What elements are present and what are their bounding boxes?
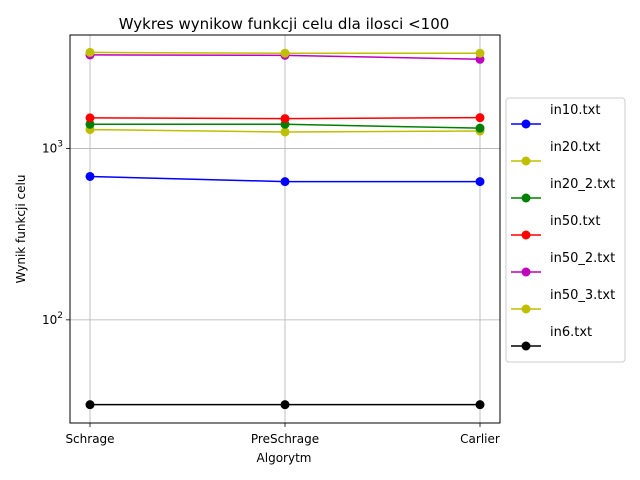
legend-marker bbox=[521, 267, 531, 277]
legend-marker bbox=[521, 119, 531, 129]
y-tick-label-base: 10 bbox=[42, 142, 57, 156]
legend-box bbox=[505, 97, 626, 363]
legend-marker bbox=[521, 230, 531, 240]
legend-marker bbox=[521, 193, 531, 203]
legend-label: in20_2.txt bbox=[550, 177, 615, 192]
x-axis-label: Algorytm bbox=[257, 451, 312, 465]
data-point bbox=[280, 177, 290, 187]
x-tick-label: Schrage bbox=[65, 432, 114, 446]
legend: in10.txt in20.txt in20_2.txt in50.txt in50_2… bbox=[505, 97, 626, 363]
data-point bbox=[475, 113, 485, 123]
legend-label: in20.txt bbox=[550, 140, 600, 155]
x-ticks: Schrage PreSchrage Carlier bbox=[65, 423, 500, 446]
legend-marker bbox=[521, 156, 531, 166]
y-tick-label-exponent: 3 bbox=[57, 140, 63, 150]
data-point bbox=[475, 177, 485, 187]
legend-label: in50.txt bbox=[550, 214, 600, 229]
data-point bbox=[475, 48, 485, 58]
data-point bbox=[475, 400, 485, 410]
legend-label: in50_2.txt bbox=[550, 251, 615, 266]
grid bbox=[70, 35, 500, 423]
data-point bbox=[280, 48, 290, 58]
data-point bbox=[85, 400, 95, 410]
legend-label: in6.txt bbox=[550, 325, 592, 340]
y-tick-label: 102 bbox=[42, 311, 63, 327]
data-point bbox=[85, 113, 95, 123]
data-point bbox=[280, 114, 290, 124]
data-point bbox=[85, 171, 95, 181]
x-tick-label: PreSchrage bbox=[251, 432, 319, 446]
data-point bbox=[280, 400, 290, 410]
data-point bbox=[85, 119, 95, 129]
series-layer bbox=[85, 47, 485, 410]
legend-label: in50_3.txt bbox=[550, 288, 615, 303]
y-tick-label-base: 10 bbox=[42, 313, 57, 327]
data-point bbox=[280, 127, 290, 137]
legend-label: in10.txt bbox=[550, 103, 600, 118]
legend-marker bbox=[521, 341, 531, 351]
x-tick-label: Carlier bbox=[460, 432, 500, 446]
y-tick-label-exponent: 2 bbox=[57, 311, 63, 321]
y-tick-label: 103 bbox=[42, 140, 63, 156]
legend-marker bbox=[521, 304, 531, 314]
data-point bbox=[475, 123, 485, 133]
y-axis-label: Wynik funkcji celu bbox=[14, 175, 28, 284]
chart-title: Wykres wynikow funkcji celu dla ilosci <… bbox=[119, 15, 450, 33]
data-point bbox=[85, 47, 95, 57]
